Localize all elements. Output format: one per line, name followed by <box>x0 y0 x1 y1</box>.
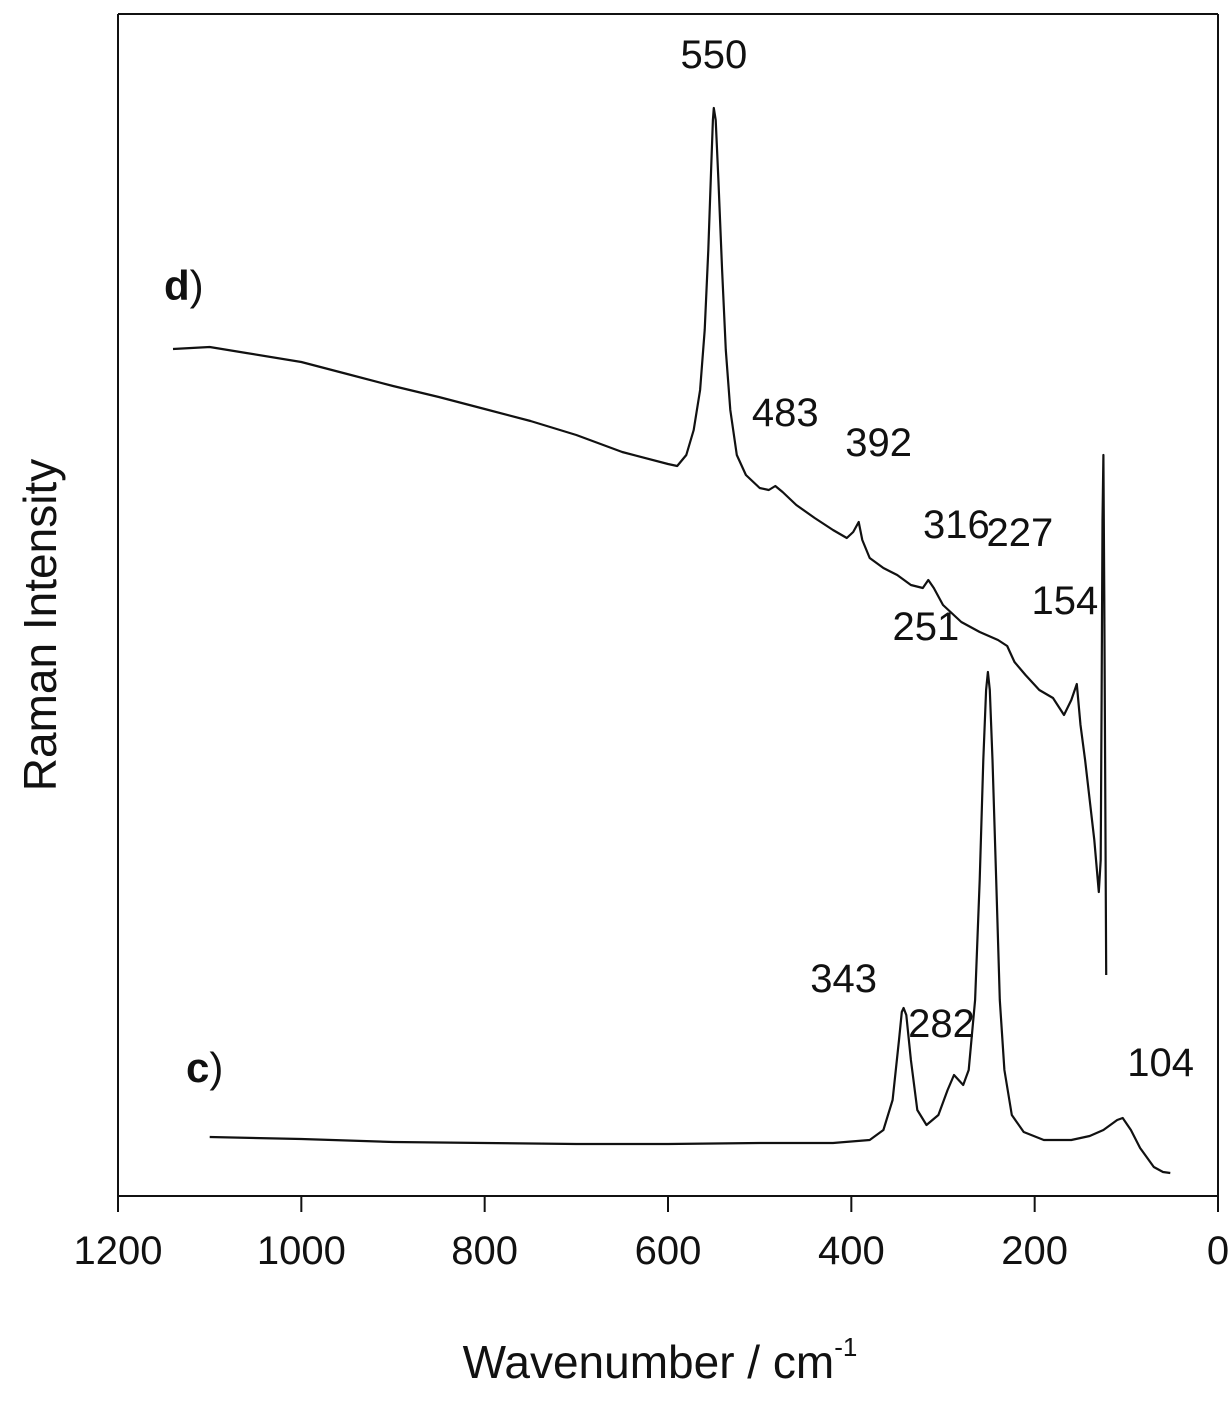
series-label-d-paren: ) <box>190 262 204 309</box>
series-label-c: c) <box>186 1044 223 1091</box>
x-tick-label: 600 <box>635 1229 702 1273</box>
x-axis-title-main: Wavenumber / cm <box>463 1336 835 1388</box>
series-label-c-letter: c <box>186 1044 209 1091</box>
series-labels: d)c) <box>164 262 223 1091</box>
x-tick-label: 0 <box>1207 1229 1229 1273</box>
series-label-d-letter: d <box>164 262 190 309</box>
peak-label-251: 251 <box>893 605 960 649</box>
spectra <box>172 106 1171 1175</box>
peak-label-550: 550 <box>680 33 747 77</box>
peak-label-316: 316 <box>923 503 990 547</box>
peak-label-227: 227 <box>987 511 1054 555</box>
x-ticks: 1200 1000 800 600 400 200 0 <box>74 1196 1229 1273</box>
x-tick-label: 800 <box>451 1229 518 1273</box>
peak-label-483: 483 <box>752 391 819 435</box>
peak-label-282: 282 <box>908 1002 975 1046</box>
x-axis-title-unit-exponent: -1 <box>834 1332 857 1362</box>
x-tick-label: 200 <box>1001 1229 1068 1273</box>
x-tick-label: 400 <box>818 1229 885 1273</box>
peak-label-154: 154 <box>1031 579 1098 623</box>
peak-label-392: 392 <box>845 421 912 465</box>
series-label-d: d) <box>164 262 204 309</box>
peak-label-104: 104 <box>1127 1041 1194 1085</box>
spectrum-d <box>172 106 1108 976</box>
x-tick-label: 1000 <box>257 1229 346 1273</box>
series-label-c-paren: ) <box>209 1044 223 1091</box>
peak-label-343: 343 <box>810 957 877 1001</box>
x-axis-title: Wavenumber / cm-1 <box>463 1332 858 1388</box>
spectrum-c <box>209 670 1171 1175</box>
x-tick-label: 1200 <box>74 1229 163 1273</box>
y-axis-title: Raman Intensity <box>14 459 66 791</box>
